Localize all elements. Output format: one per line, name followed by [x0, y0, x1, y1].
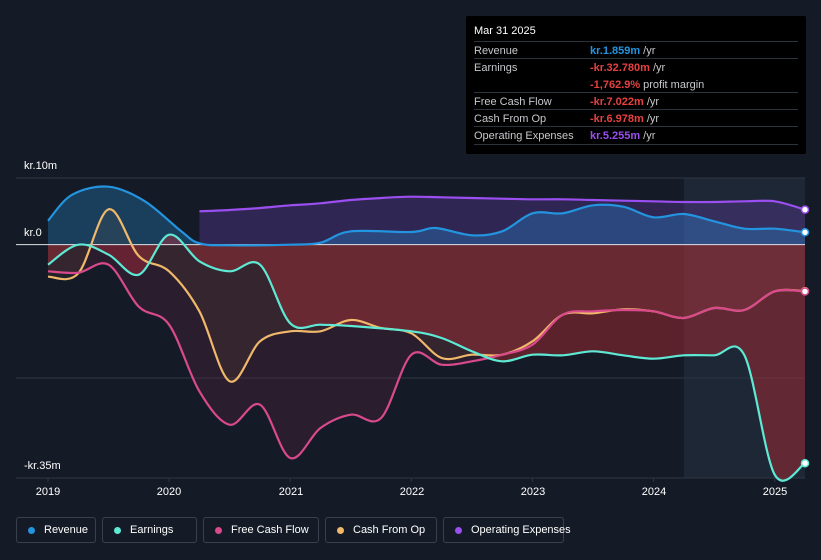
tooltip-row-cash-from-op: Cash From Op -kr.6.978m/yr: [474, 109, 798, 127]
tooltip-date: Mar 31 2025: [474, 25, 536, 37]
tooltip-label: Operating Expenses: [474, 130, 574, 142]
end-point-revenue: [800, 228, 810, 237]
area-fcf: [48, 244, 805, 459]
end-point-earnings: [800, 458, 810, 468]
end-point-operating-expenses: [800, 205, 810, 214]
y-tick-label-top: kr.10m: [24, 160, 58, 172]
area-earnings: [48, 234, 805, 481]
area-cfo: [48, 209, 805, 382]
x-tick-label-2020: 2020: [156, 486, 182, 498]
tooltip-label: Earnings: [474, 62, 518, 74]
tooltip-value: -kr.32.780m/yr: [590, 62, 666, 74]
legend-item-cash-from-op[interactable]: Cash From Op: [325, 517, 437, 543]
tooltip-row-revenue: Revenue kr.1.859m/yr: [474, 41, 798, 59]
legend-dot-icon: [114, 527, 121, 534]
tooltip-value: kr.1.859m/yr: [590, 45, 656, 57]
series-line-earnings: [47, 233, 806, 482]
tooltip-label: Free Cash Flow: [474, 96, 552, 108]
tooltip-row-free-cash-flow: Free Cash Flow -kr.7.022m/yr: [474, 92, 798, 110]
legend-label: Cash From Op: [353, 524, 426, 536]
legend-label: Revenue: [44, 524, 89, 536]
y-tick-label-zero: kr.0: [24, 227, 42, 239]
tooltip-label: Revenue: [474, 45, 519, 57]
tooltip-value: -kr.6.978m/yr: [590, 113, 660, 125]
series-line-revenue: [47, 185, 806, 247]
legend-dot-icon: [28, 527, 35, 534]
y-tick-label-bottom: -kr.35m: [24, 460, 61, 472]
tooltip-row-earnings: Earnings -kr.32.780m/yr: [474, 58, 798, 76]
tooltip-value: -1,762.9% profit margin: [590, 79, 705, 91]
x-tick-label-2022: 2022: [399, 486, 425, 498]
tooltip-row-operating-expenses: Operating Expenses kr.5.255m/yr: [474, 126, 798, 145]
legend-dot-icon: [455, 527, 462, 534]
x-tick-label-2025: 2025: [762, 486, 788, 498]
tooltip-value: kr.5.255m/yr: [590, 130, 656, 142]
x-tick-label-2023: 2023: [520, 486, 546, 498]
series-line-free-cash-flow: [47, 262, 806, 460]
tooltip-value: -kr.7.022m/yr: [590, 96, 660, 108]
legend-item-operating-expenses[interactable]: Operating Expenses: [443, 517, 571, 543]
tooltip-panel: Mar 31 2025 Revenue kr.1.859m/yr Earning…: [466, 16, 806, 154]
legend-item-revenue[interactable]: Revenue: [16, 517, 96, 543]
end-point-free-cash-flow: [800, 287, 810, 296]
legend-dot-icon: [337, 527, 344, 534]
legend-item-earnings[interactable]: Earnings: [102, 517, 197, 543]
legend-item-free-cash-flow[interactable]: Free Cash Flow: [203, 517, 319, 543]
x-tick-label-2021: 2021: [278, 486, 304, 498]
tooltip-label: Cash From Op: [474, 113, 547, 125]
area-opex: [199, 196, 805, 245]
legend-label: Operating Expenses: [471, 524, 571, 536]
area-revenue: [48, 186, 805, 246]
x-tick-label-2024: 2024: [641, 486, 667, 498]
legend-label: Earnings: [130, 524, 174, 536]
tooltip-row-profit-margin: -1,762.9% profit margin: [474, 75, 798, 93]
x-tick-label-2019: 2019: [35, 486, 61, 498]
legend-dot-icon: [215, 527, 222, 534]
series-line-operating-expenses: [199, 195, 806, 213]
legend-label: Free Cash Flow: [231, 524, 309, 536]
